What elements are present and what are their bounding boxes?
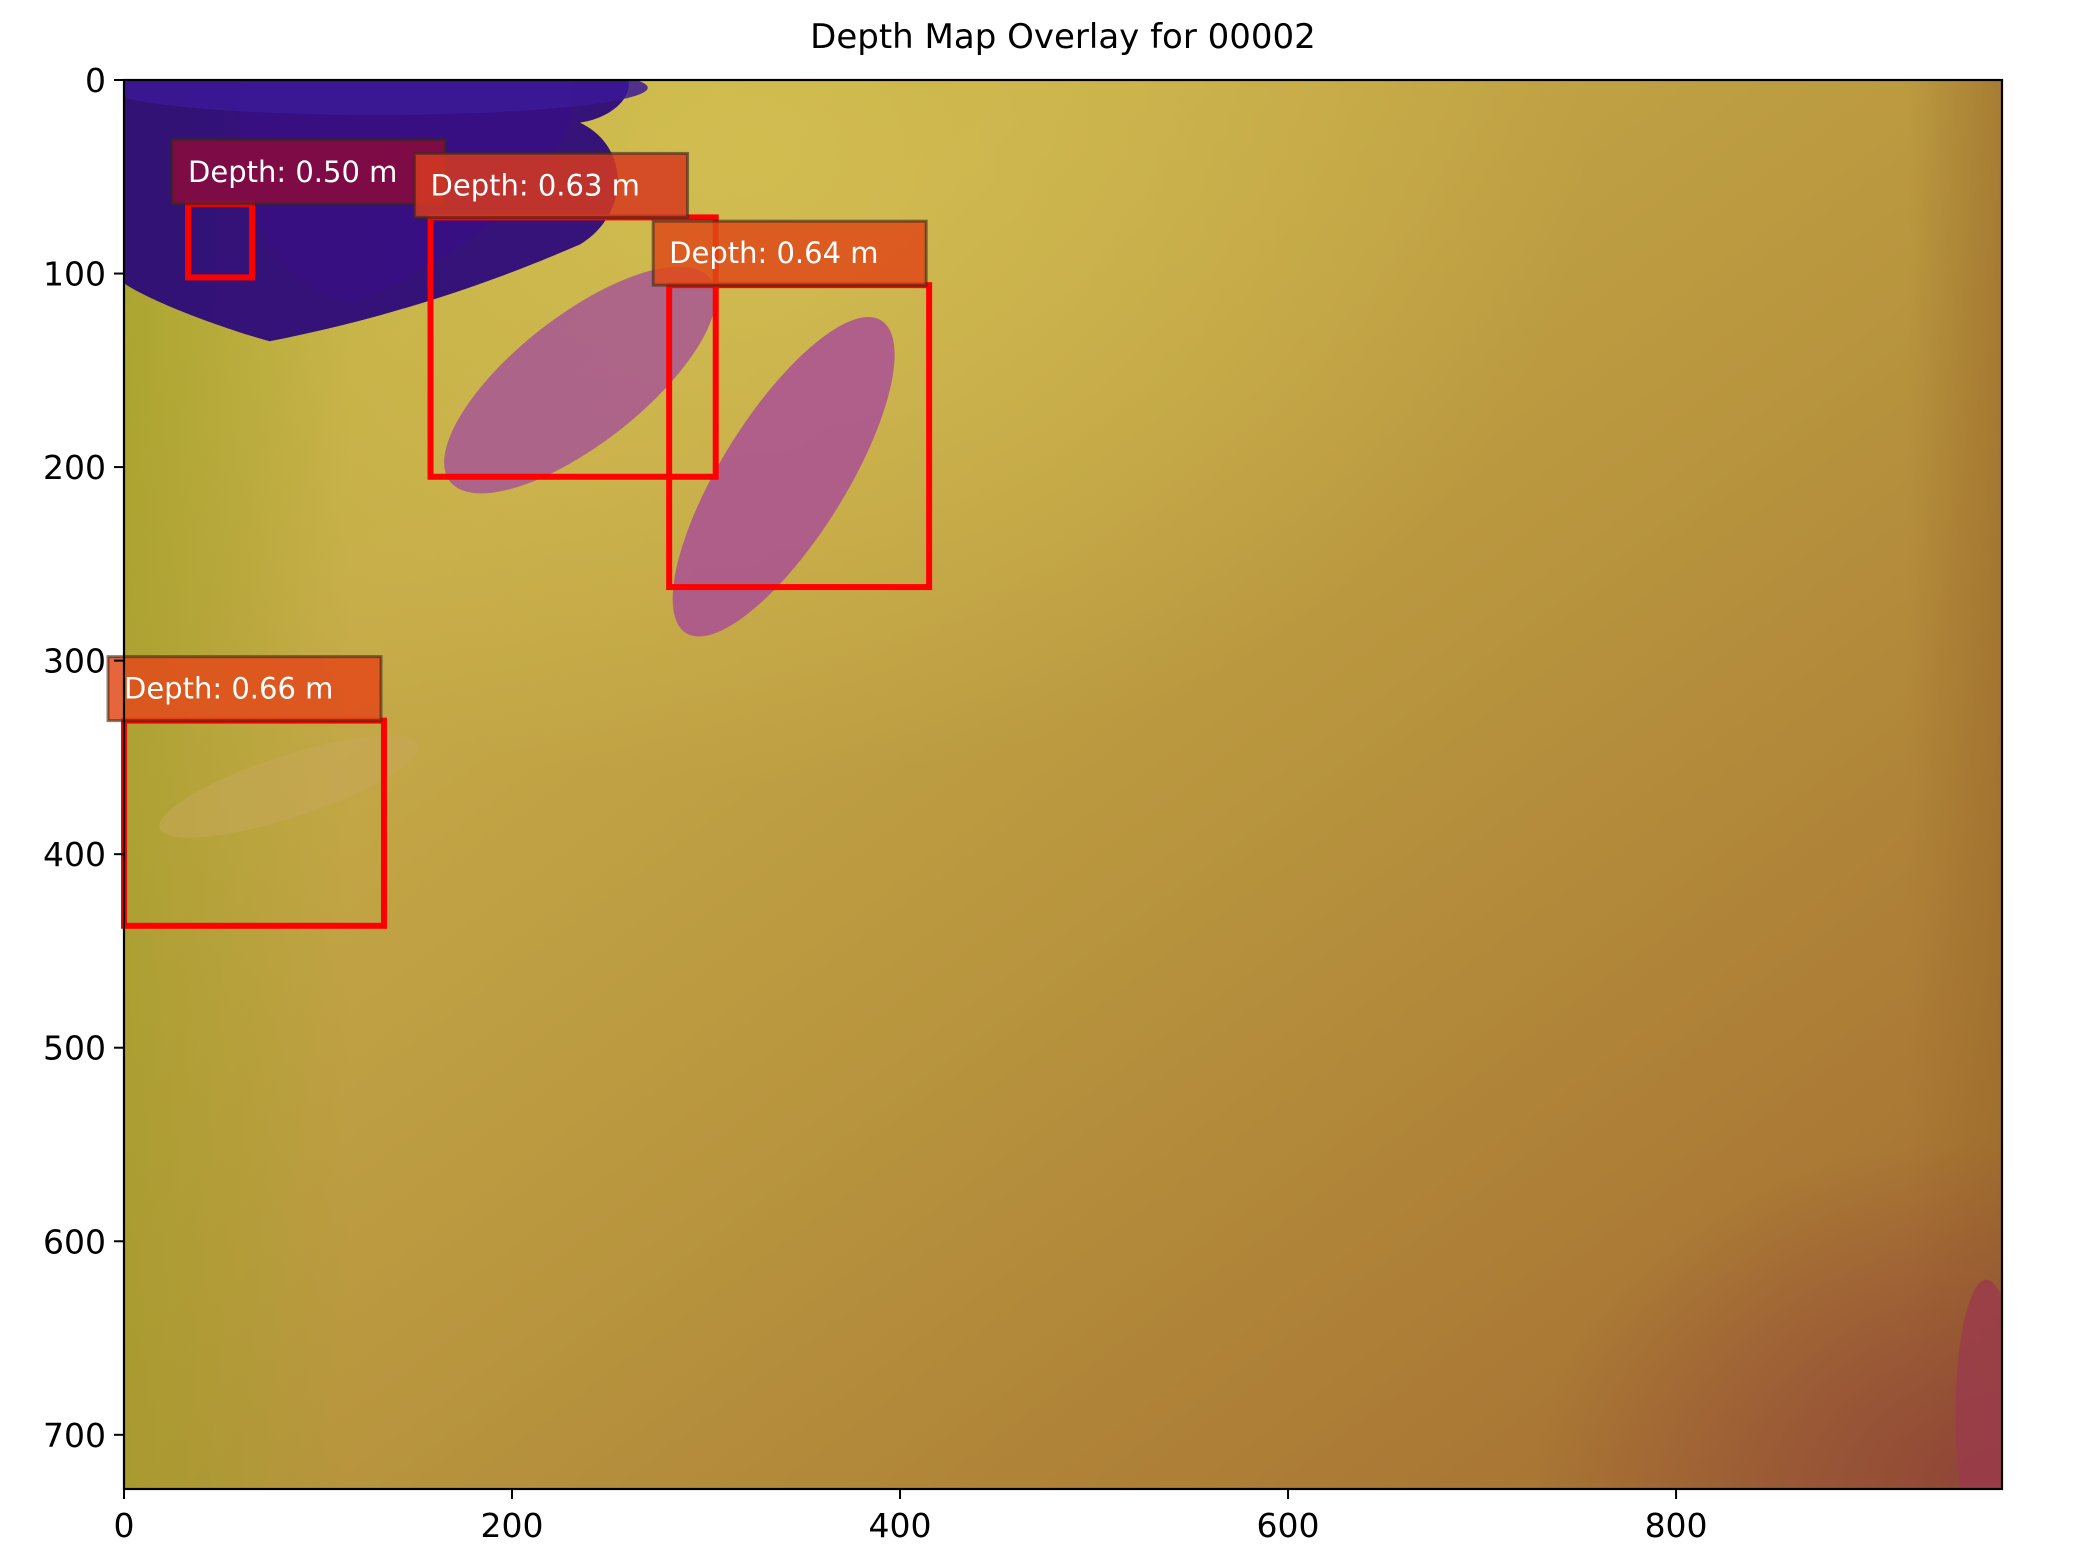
depth-label: Depth: 0.64 m (669, 236, 878, 270)
depth-map-image (124, 80, 2002, 1489)
depth-corner-shade (124, 80, 2002, 1489)
y-tick-label: 0 (85, 61, 106, 100)
depth-label-box (106, 655, 383, 723)
y-tick-label: 300 (43, 642, 106, 681)
corner-object-region (1955, 1279, 2002, 1489)
x-tick-label: 600 (1257, 1506, 1320, 1545)
x-tick-label: 0 (114, 1506, 135, 1545)
chart-title: Depth Map Overlay for 00002 (810, 17, 1316, 57)
x-tick-label: 400 (869, 1506, 932, 1545)
depth-label-box (413, 151, 690, 219)
axes-ticks: 0 200 400 600 800 0 100 200 300 400 500 600 700 (43, 61, 1708, 1545)
y-tick-label: 600 (43, 1222, 106, 1261)
axes-frame (122, 78, 2004, 1491)
depth-label-box (651, 219, 928, 287)
y-tick-label: 700 (43, 1416, 106, 1455)
depth-label-box (170, 138, 447, 206)
depth-label: Depth: 0.50 m (188, 155, 397, 189)
y-tick-label: 400 (43, 835, 106, 874)
depth-label: Depth: 0.63 m (431, 168, 640, 202)
x-tick-label: 800 (1645, 1506, 1708, 1545)
x-tick-label: 200 (481, 1506, 544, 1545)
y-tick-label: 500 (43, 1029, 106, 1068)
fish-silhouette (159, 735, 419, 838)
depth-label: Depth: 0.66 m (124, 672, 333, 706)
fish-silhouette (672, 317, 895, 637)
near-object-top-edge (124, 80, 648, 115)
fish-silhouette (444, 266, 716, 494)
y-tick-label: 200 (43, 448, 106, 487)
y-tick-label: 100 (43, 255, 106, 294)
